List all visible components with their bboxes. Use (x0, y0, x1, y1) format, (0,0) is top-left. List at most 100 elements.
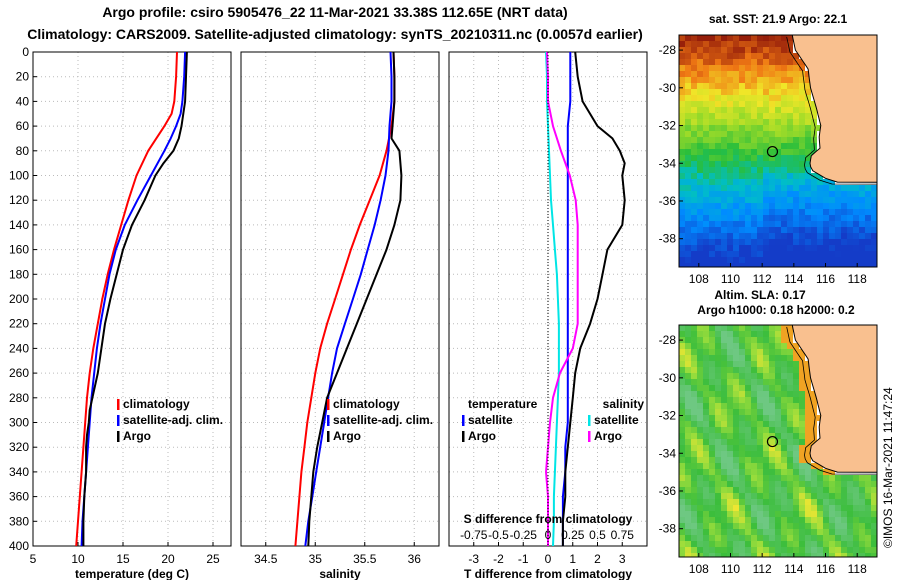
x-tick-label: 35 (309, 552, 323, 566)
map-cell (817, 541, 823, 547)
map-cell (769, 325, 775, 331)
map-cell (787, 523, 793, 529)
map-cell (769, 227, 775, 233)
map-cell (703, 233, 709, 239)
map-cell (775, 257, 781, 263)
map-cell (775, 457, 781, 463)
map-cell (715, 137, 721, 143)
map-cell (781, 155, 787, 161)
map-cell (685, 113, 691, 119)
map-cell (745, 251, 751, 257)
map-cell (679, 481, 685, 487)
map-cell (811, 523, 817, 529)
map-cell (763, 367, 769, 373)
map-cell (781, 227, 787, 233)
map-y-tick-label: -28 (659, 43, 677, 57)
map-cell (775, 77, 781, 83)
map-cell (769, 41, 775, 47)
map-x-tick-label: 116 (816, 562, 835, 576)
map-cell (805, 143, 811, 149)
map-cell (703, 505, 709, 511)
map-cell (841, 197, 847, 203)
map-cell (691, 173, 697, 179)
map-cell (697, 257, 703, 263)
map-cell (739, 451, 745, 457)
map-cell (763, 451, 769, 457)
map-cell (757, 215, 763, 221)
map-cell (685, 47, 691, 53)
map-cell (685, 185, 691, 191)
map-cell (799, 391, 805, 397)
map-cell (709, 197, 715, 203)
map-cell (697, 215, 703, 221)
map-cell (745, 197, 751, 203)
map-cell (727, 89, 733, 95)
map-x-tick-label: 108 (689, 562, 709, 576)
map-cell (871, 257, 877, 263)
map-cell (865, 209, 871, 215)
map-cell (859, 221, 865, 227)
map-cell (715, 155, 721, 161)
map-cell (763, 457, 769, 463)
map-cell (793, 457, 799, 463)
map-cell (691, 107, 697, 113)
map-cell (781, 245, 787, 251)
map-cell (769, 203, 775, 209)
map-cell (739, 53, 745, 59)
map-cell (781, 203, 787, 209)
map-cell (769, 517, 775, 523)
map-cell (781, 391, 787, 397)
map-cell (715, 113, 721, 119)
map-cell (721, 203, 727, 209)
map-cell (733, 197, 739, 203)
map-cell (691, 149, 697, 155)
map-cell (775, 475, 781, 481)
map-cell (763, 143, 769, 149)
map-cell (685, 481, 691, 487)
map-cell (763, 137, 769, 143)
map-cell (763, 361, 769, 367)
map-cell (703, 101, 709, 107)
map-y-tick-label: -38 (659, 522, 677, 536)
map-cell (733, 529, 739, 535)
map-cell (697, 499, 703, 505)
map-cell (709, 517, 715, 523)
map-cell (751, 53, 757, 59)
map-cell (811, 215, 817, 221)
map-cell (865, 511, 871, 517)
map-cell (739, 35, 745, 41)
map-cell (685, 325, 691, 331)
map-cell (865, 203, 871, 209)
map-cell (679, 415, 685, 421)
map-cell (685, 433, 691, 439)
map-cell (721, 337, 727, 343)
map-cell (709, 445, 715, 451)
map-cell (769, 439, 775, 445)
map-cell (805, 83, 811, 89)
map-cell (685, 131, 691, 137)
map-cell (703, 221, 709, 227)
map-cell (769, 367, 775, 373)
map-cell (805, 373, 811, 379)
map-cell (799, 173, 805, 179)
y-tick-label: 200 (9, 292, 29, 306)
map-cell (853, 517, 859, 523)
map-cell (715, 227, 721, 233)
sla-map: 108 110 112 114 116 118-28-30-32-34-36-38Alti… (659, 288, 878, 576)
map-cell (679, 221, 685, 227)
map-cell (853, 215, 859, 221)
legend-sal-label: Argo (333, 429, 361, 443)
map-cell (787, 493, 793, 499)
shelf-contour (786, 326, 877, 475)
map-cell (793, 185, 799, 191)
map-cell (799, 125, 805, 131)
map-cell (799, 397, 805, 403)
map-cell (691, 143, 697, 149)
map-cell (739, 191, 745, 197)
map-cell (691, 439, 697, 445)
map-cell (757, 541, 763, 547)
map-cell (763, 83, 769, 89)
map-cell (811, 517, 817, 523)
map-cell (829, 191, 835, 197)
map-cell (787, 149, 793, 155)
